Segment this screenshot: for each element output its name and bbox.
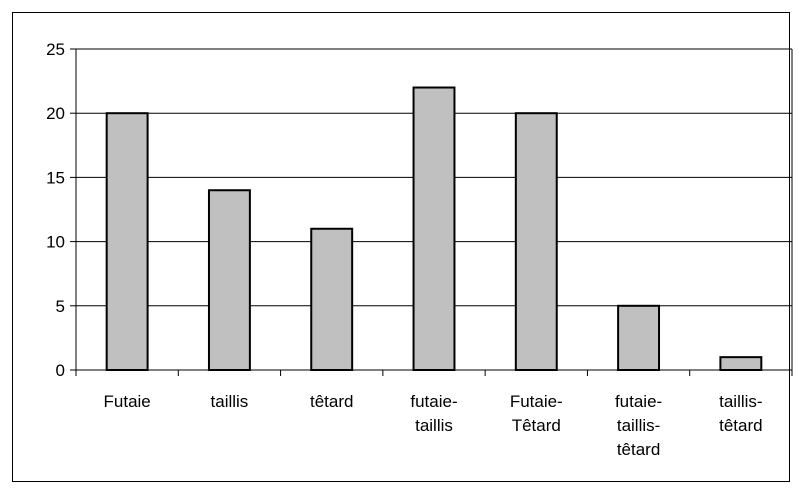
y-tick-label: 10 [46, 233, 65, 252]
x-category-label-line: Futaie [104, 392, 151, 411]
x-category-label-line: taillis [211, 392, 249, 411]
y-tick-label: 15 [46, 168, 65, 187]
x-category-label-line: futaie- [410, 392, 457, 411]
bar [412, 86, 456, 372]
x-category-label: Futaie [104, 392, 151, 411]
y-tick-label: 5 [56, 297, 65, 316]
chart-frame [12, 12, 790, 482]
x-category-label-line: futaie- [615, 392, 662, 411]
x-category-label-line: taillis- [617, 416, 660, 435]
bar [105, 112, 149, 371]
bar [310, 227, 354, 371]
axes [70, 48, 793, 376]
x-category-label-line: taillis- [719, 392, 762, 411]
y-tick-label: 25 [46, 40, 65, 59]
x-category-label-line: têtard [310, 392, 353, 411]
x-category-label: taillis-têtard [719, 392, 762, 435]
x-category-label-line: Futaie- [510, 392, 563, 411]
x-category-label-line: têtard [719, 416, 762, 435]
x-category-label: Futaie- Têtard [510, 392, 563, 435]
x-category-label-line: têtard [617, 440, 660, 459]
x-category-label-line: Têtard [512, 416, 561, 435]
bar [617, 304, 661, 371]
x-category-label-line: taillis [415, 416, 453, 435]
x-category-label: futaie-taillis [410, 392, 457, 435]
bar [719, 356, 763, 372]
x-category-label: taillis [211, 392, 249, 411]
x-category-label: futaie-taillis-têtard [615, 392, 662, 459]
y-tick-label: 20 [46, 104, 65, 123]
bars [105, 86, 763, 372]
bar [207, 189, 251, 371]
bar [514, 112, 558, 371]
x-category-label: têtard [310, 392, 353, 411]
y-tick-label: 0 [56, 361, 65, 380]
